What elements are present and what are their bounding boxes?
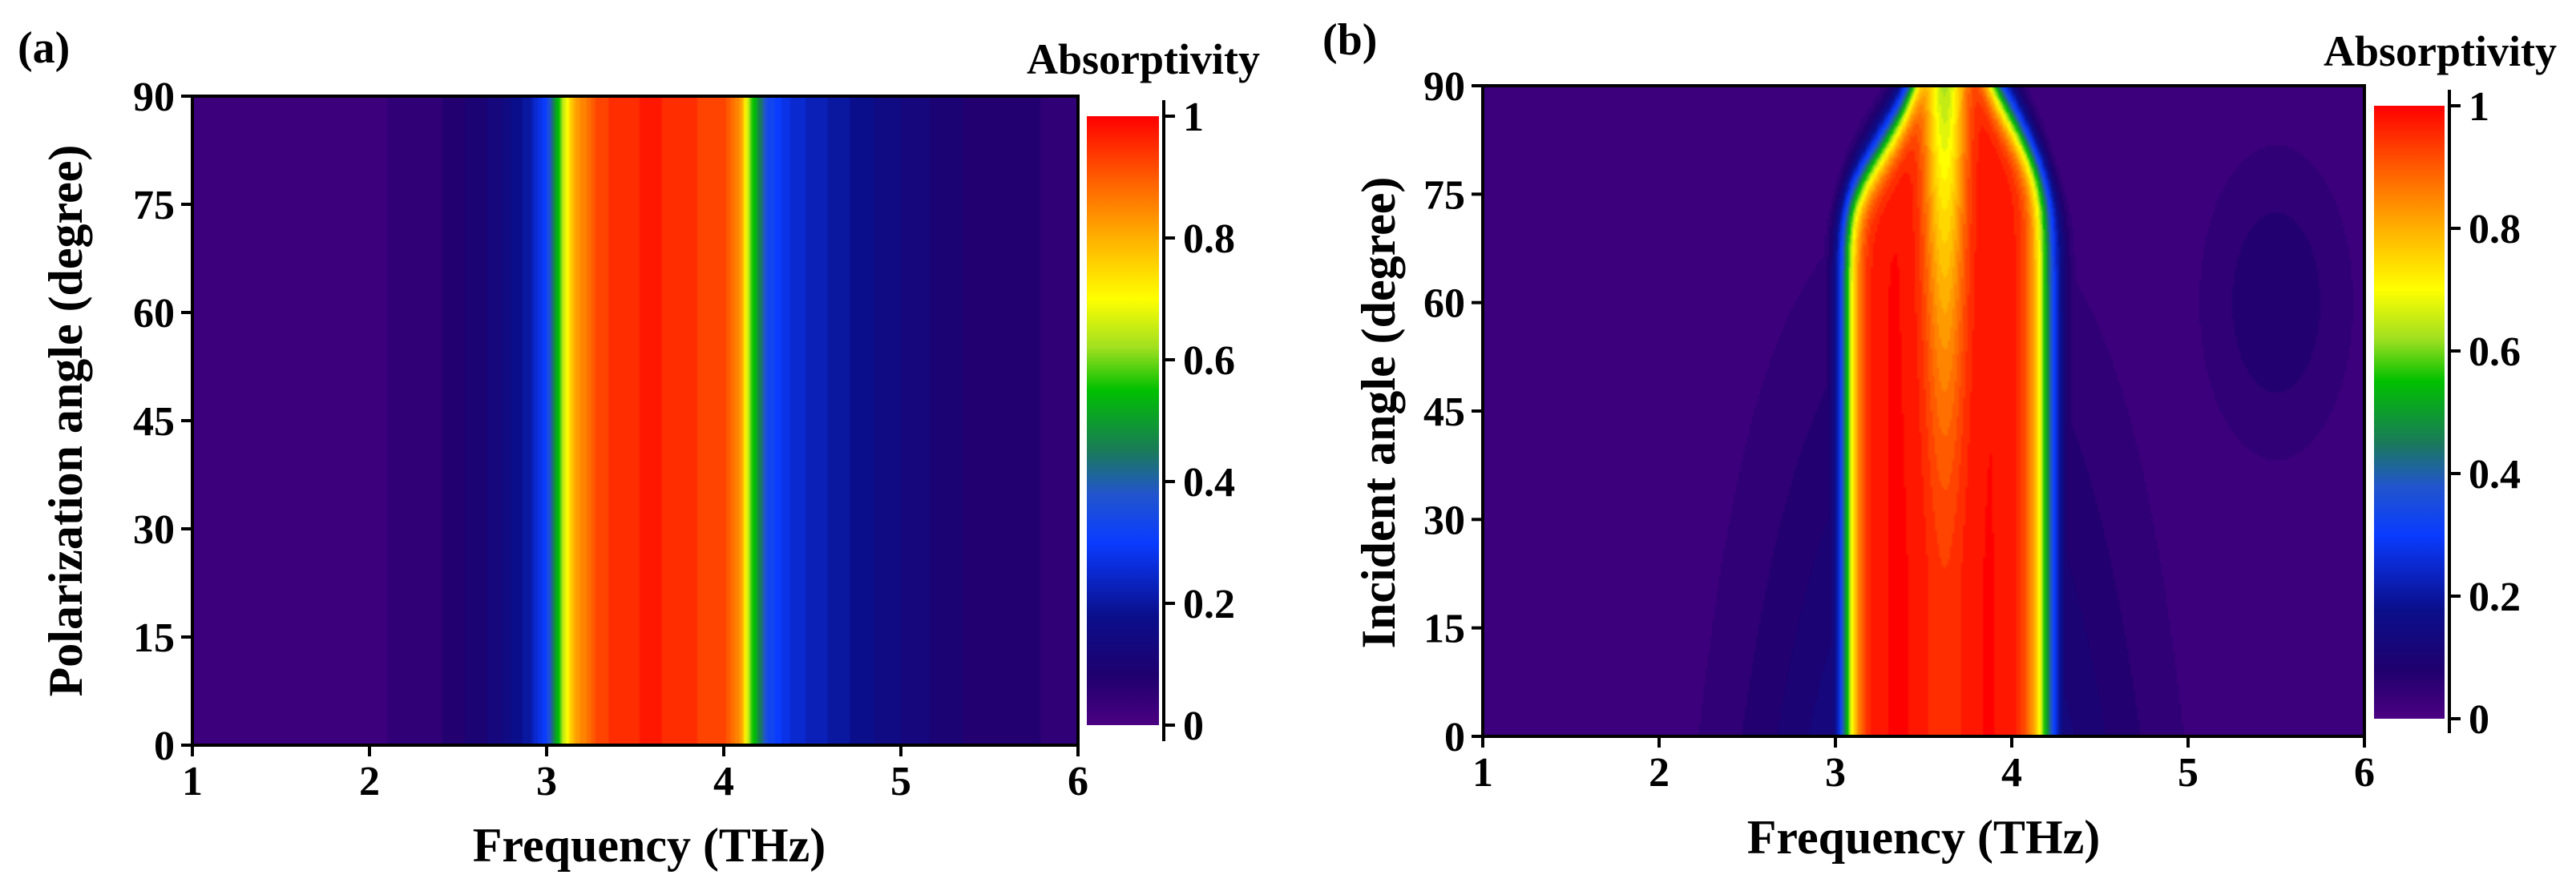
y-tick-label-a: 75 <box>133 183 175 228</box>
heatmap-a <box>192 96 1078 745</box>
colorbar-title-a: Absorptivity <box>1027 35 1260 83</box>
y-tick-label-a: 60 <box>133 291 175 337</box>
colorbar-a <box>1087 116 1159 725</box>
x-tick-label-b: 5 <box>2178 750 2198 796</box>
y-tick-label-a: 0 <box>154 724 175 769</box>
panel-label-a: (a) <box>18 23 70 73</box>
x-axis-a: 1 2 3 4 5 6 <box>182 745 1088 804</box>
x-tick-label-b: 2 <box>1649 750 1670 796</box>
y-tick-label-b: 90 <box>1423 64 1465 110</box>
colorbar-tick-label-a: 1 <box>1183 95 1204 140</box>
x-axis-title-a: Frequency (THz) <box>473 819 826 872</box>
colorbar-tick-label-b: 0.2 <box>2469 574 2521 620</box>
y-tick-label-b: 15 <box>1423 607 1465 652</box>
y-axis-title-b: Incident angle (degree) <box>1352 177 1405 649</box>
x-tick-label-a: 3 <box>536 759 557 804</box>
y-tick-label-b: 0 <box>1444 715 1465 760</box>
heatmap-b <box>1483 86 2364 736</box>
colorbar-tick-label-b: 0.4 <box>2469 452 2521 498</box>
colorbar-ticks-b: 0 0.2 0.4 0.6 0.8 1 <box>2449 84 2521 743</box>
x-tick-label-a: 1 <box>182 759 203 804</box>
colorbar-tick-label-a: 0.2 <box>1183 582 1235 627</box>
colorbar-ticks-a: 0 0.2 0.4 0.6 0.8 1 <box>1164 95 1235 749</box>
panel-label-b: (b) <box>1322 15 1377 65</box>
x-tick-label-a: 2 <box>359 759 380 804</box>
colorbar-tick-label-b: 1 <box>2469 84 2489 130</box>
y-tick-label-b: 30 <box>1423 498 1465 543</box>
x-axis-title-b: Frequency (THz) <box>1747 811 2100 864</box>
y-tick-label-b: 75 <box>1423 172 1465 218</box>
colorbar-tick-label-b: 0 <box>2469 697 2489 743</box>
y-axis-a: 0 15 30 45 60 75 90 <box>133 75 192 769</box>
colorbar-b <box>2374 106 2445 719</box>
y-tick-label-b: 45 <box>1423 389 1465 435</box>
colorbar-tick-label-a: 0.6 <box>1183 338 1235 384</box>
x-tick-label-a: 6 <box>1068 759 1088 804</box>
colorbar-tick-label-a: 0 <box>1183 704 1204 749</box>
y-axis-b: 0 15 30 45 60 75 90 <box>1423 64 1483 760</box>
x-tick-label-b: 1 <box>1472 750 1493 796</box>
y-tick-label-a: 90 <box>133 75 175 120</box>
x-tick-label-b: 3 <box>1825 750 1846 796</box>
colorbar-tick-label-a: 0.4 <box>1183 460 1235 506</box>
y-tick-label-a: 45 <box>133 399 175 445</box>
x-tick-label-a: 5 <box>890 759 911 804</box>
x-tick-label-a: 4 <box>713 759 734 804</box>
y-tick-label-a: 30 <box>133 507 175 553</box>
x-tick-label-b: 4 <box>2001 750 2022 796</box>
colorbar-tick-label-b: 0.8 <box>2469 207 2521 252</box>
x-axis-b: 1 2 3 4 5 6 <box>1472 736 2375 796</box>
colorbar-tick-label-b: 0.6 <box>2469 329 2521 375</box>
colorbar-tick-label-a: 0.8 <box>1183 216 1235 262</box>
y-tick-label-a: 15 <box>133 615 175 661</box>
y-axis-title-a: Polarization angle (degree) <box>39 145 92 697</box>
colorbar-title-b: Absorptivity <box>2324 27 2557 75</box>
x-tick-label-b: 6 <box>2354 750 2375 796</box>
y-tick-label-b: 60 <box>1423 281 1465 327</box>
